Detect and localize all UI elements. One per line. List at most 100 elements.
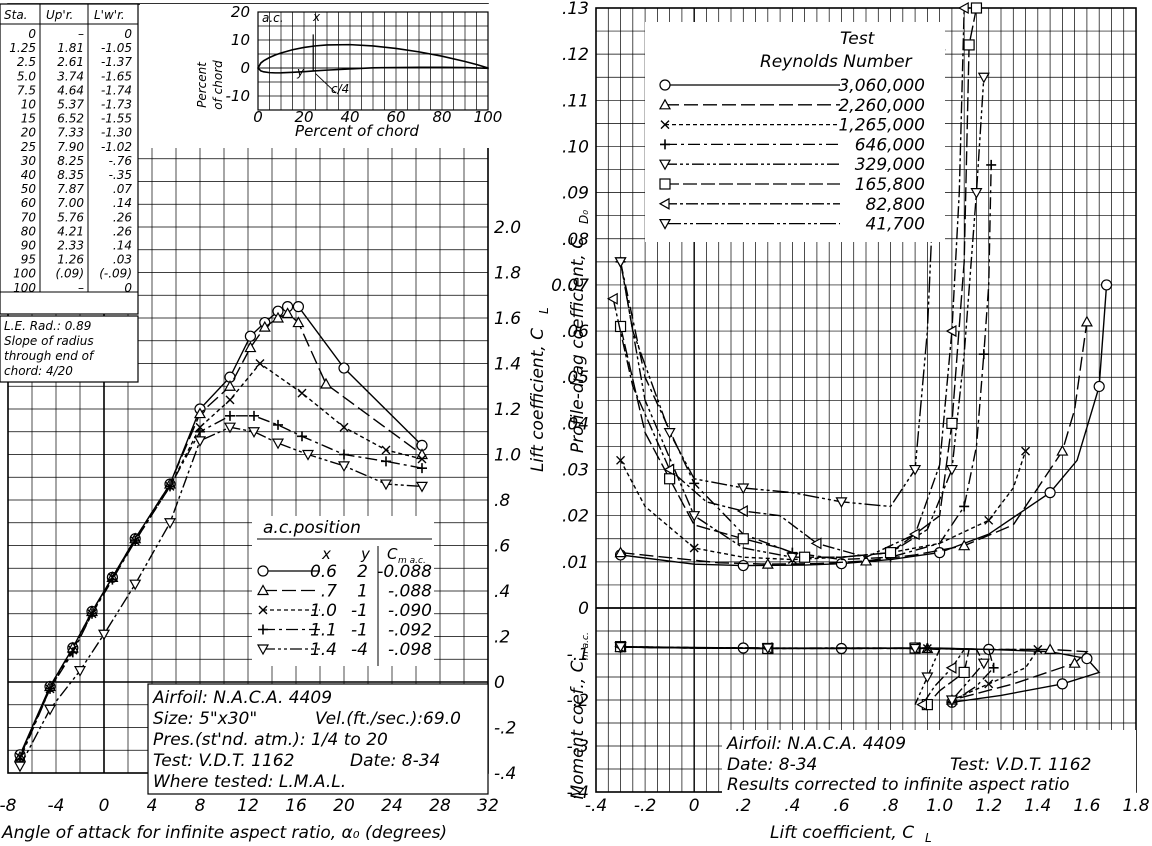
ord-lower-9: -.76 bbox=[109, 154, 133, 168]
profile-y-tick-0: 20 bbox=[231, 3, 250, 21]
ord-sta-1: 1.25 bbox=[9, 41, 36, 55]
lift-point-4-2 bbox=[73, 666, 87, 677]
left-y-tick-9: .2 bbox=[494, 628, 510, 648]
ord-lower-1: -1.05 bbox=[101, 41, 132, 55]
left-x-tick-7: 20 bbox=[333, 796, 355, 816]
ac-cm-3: -.092 bbox=[388, 621, 432, 641]
moment-point-5-6 bbox=[958, 666, 970, 679]
profile-ac-label: a.c. bbox=[262, 11, 284, 25]
drag-point-0-10 bbox=[1093, 380, 1105, 393]
right-x-tick-3: .2 bbox=[735, 796, 751, 816]
drag-chart-curves bbox=[606, 1, 1113, 711]
right-x-axis-label-sub: L bbox=[925, 831, 932, 845]
right-y-tick-5: .08 bbox=[562, 230, 589, 250]
drag-point-1-6 bbox=[958, 539, 971, 551]
drag-curve-1 bbox=[620, 321, 1088, 565]
ord-upper-0: – bbox=[78, 27, 84, 41]
ac-cm-1: -.088 bbox=[388, 582, 432, 602]
lift-point-3-6 bbox=[165, 481, 175, 492]
legend-label-2: 1,265,000 bbox=[838, 116, 925, 136]
ord-lower-0: 0 bbox=[124, 27, 132, 41]
right-y-tick-7: .06 bbox=[562, 322, 589, 342]
legend-marker-0 bbox=[659, 79, 671, 91]
legend-label-3: 646,000 bbox=[855, 135, 925, 155]
drag-point-3-12 bbox=[986, 159, 997, 170]
left-y-tick-0: 2.0 bbox=[494, 218, 521, 238]
drag-point-2-10 bbox=[1021, 446, 1031, 456]
right-y-tick-6: 0.07 bbox=[551, 276, 589, 296]
left-y-tick-1: 1.8 bbox=[494, 264, 521, 284]
ord-upper-8: 7.90 bbox=[57, 140, 84, 154]
ord-lower-4: -1.74 bbox=[101, 83, 132, 97]
lift-point-2-11 bbox=[339, 422, 349, 432]
drag-point-0-4 bbox=[835, 558, 848, 570]
ord-sta-12: 60 bbox=[21, 196, 37, 210]
moment-point-4-8 bbox=[945, 695, 958, 707]
left-y-tick-10: 0 bbox=[494, 673, 505, 693]
ord-sta-18: 100 bbox=[13, 281, 36, 295]
drag-point-5-4 bbox=[737, 533, 749, 545]
lift-point-4-9 bbox=[271, 438, 285, 450]
lift-point-0-13 bbox=[292, 301, 304, 313]
left-y-tick-3: 1.4 bbox=[494, 355, 521, 375]
profile-y-label: y bbox=[296, 65, 305, 79]
legend-label-1: 2,260,000 bbox=[838, 96, 925, 116]
ac-y-2: -1 bbox=[351, 601, 368, 621]
drag-point-2-2 bbox=[689, 543, 699, 553]
ord-sta-5: 10 bbox=[21, 98, 37, 112]
ac-legend-marker-3 bbox=[258, 624, 268, 635]
ord-lower-18: 0 bbox=[124, 281, 132, 295]
drag-point-5-0 bbox=[614, 320, 627, 333]
lift-point-0-9 bbox=[244, 330, 256, 342]
ac-x-3: 1.1 bbox=[310, 621, 337, 641]
note-slope: Slope of radius bbox=[4, 334, 94, 348]
ord-upper-5: 5.37 bbox=[57, 98, 84, 112]
ord-lower-17: (-.09) bbox=[99, 267, 132, 281]
left-x-tick-1: -4 bbox=[48, 796, 65, 816]
profile-x-tick-2: 40 bbox=[340, 108, 359, 126]
ord-header-lower: L'w'r. bbox=[94, 8, 125, 22]
legend-marker-1 bbox=[658, 98, 672, 110]
right-y-tick-13: 0 bbox=[578, 599, 589, 619]
lift-point-1-7 bbox=[193, 407, 207, 419]
ord-lower-6: -1.55 bbox=[101, 112, 132, 126]
lift-point-3-13 bbox=[381, 456, 391, 467]
ac-x-1: .7 bbox=[321, 582, 337, 602]
left-y-tick-7: .6 bbox=[494, 537, 510, 557]
drag-curve-0 bbox=[620, 284, 1108, 567]
moment-point-6-6 bbox=[945, 661, 957, 674]
right-x-tick-2: 0 bbox=[689, 796, 700, 816]
lift-point-3-7 bbox=[195, 426, 205, 437]
ac-y-1: 1 bbox=[357, 582, 368, 602]
left-y-axis-label-sub: L bbox=[537, 307, 551, 314]
lift-point-1-10 bbox=[258, 320, 271, 332]
ordinate-notes: L.E. Rad.: 0.89 Slope of radius through … bbox=[0, 315, 139, 383]
lift-point-1-15 bbox=[415, 448, 429, 460]
ord-sta-10: 40 bbox=[21, 168, 37, 182]
ordinate-table: Sta. Up'r. L'w'r. 0–01.25 1.81 -1.052.5 2.6… bbox=[0, 3, 139, 315]
drag-point-4-2 bbox=[688, 511, 701, 522]
left-x-tick-10: 32 bbox=[477, 796, 499, 816]
right-x-tick-11: 1.8 bbox=[1122, 796, 1149, 816]
lift-point-4-7 bbox=[223, 422, 237, 434]
reynolds-legend: Test Reynolds Number 3,060,0002,260,0001… bbox=[645, 22, 945, 242]
note-le-radius: L.E. Rad.: 0.89 bbox=[4, 319, 91, 333]
right-y-axis-label-sub: D₀ bbox=[577, 210, 591, 224]
profile-y-tick-1: 10 bbox=[231, 31, 250, 49]
ord-lower-12: .14 bbox=[113, 196, 132, 210]
ord-upper-2: 2.61 bbox=[57, 55, 84, 69]
drag-point-1-8 bbox=[1056, 444, 1069, 456]
ac-header-x: x bbox=[321, 545, 331, 563]
ord-lower-11: .07 bbox=[113, 182, 132, 196]
ac-header-y: y bbox=[360, 545, 371, 563]
profile-x-tick-3: 60 bbox=[386, 108, 405, 126]
ord-header-station: Sta. bbox=[4, 8, 28, 22]
info-right-results: Results corrected to infinite aspect rat… bbox=[727, 775, 1070, 795]
right-y-tick-2: .11 bbox=[562, 91, 589, 111]
legend-marker-3 bbox=[660, 139, 670, 150]
ord-upper-14: 4.21 bbox=[57, 224, 84, 238]
left-y-tick-4: 1.2 bbox=[494, 400, 521, 420]
right-y-tick-3: .10 bbox=[562, 137, 589, 157]
right-x-tick-4: .4 bbox=[784, 796, 800, 816]
profile-xlabel: Percent of chord bbox=[295, 122, 419, 140]
